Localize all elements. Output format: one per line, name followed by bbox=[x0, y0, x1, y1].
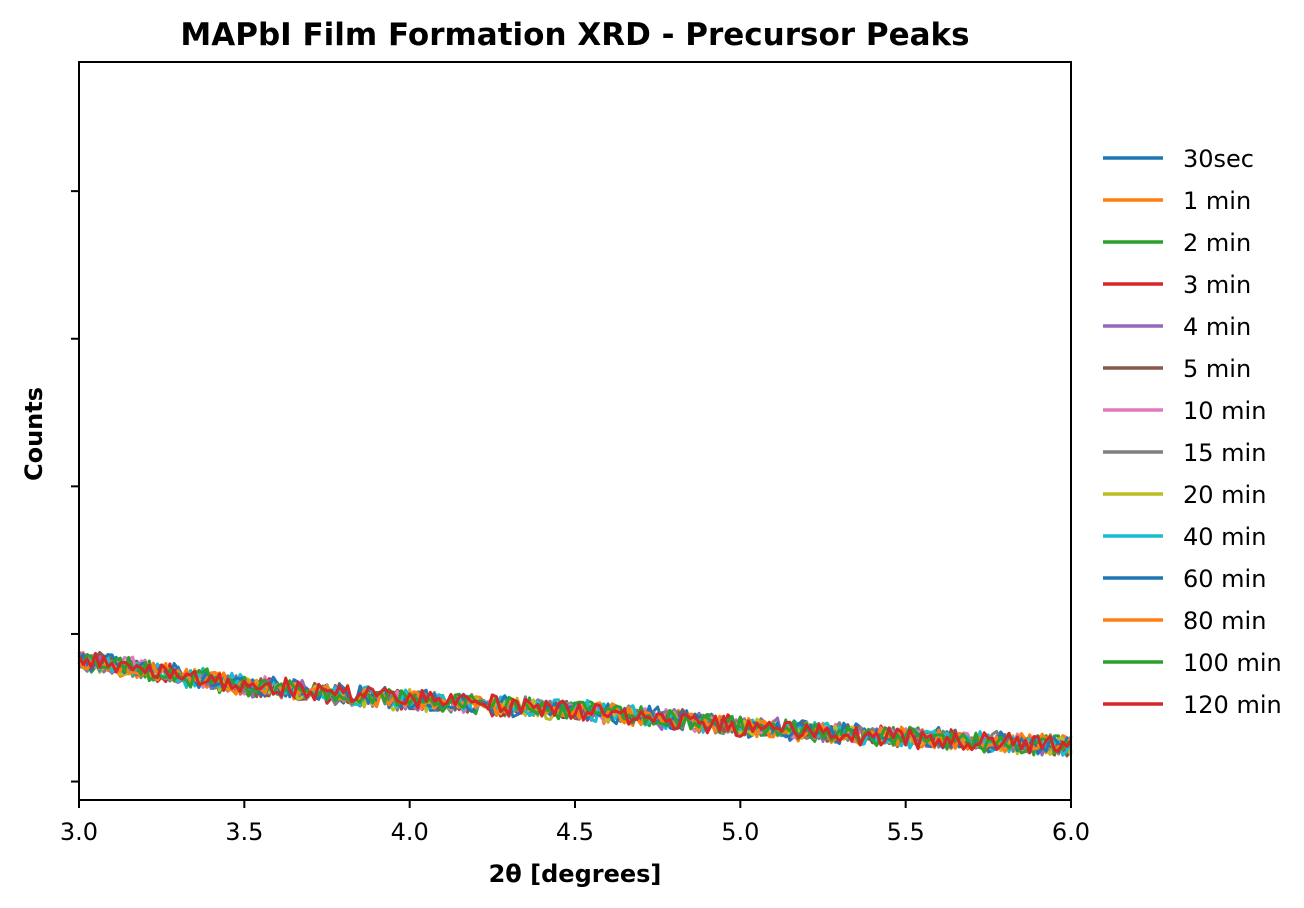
legend-item: 60 min bbox=[1103, 565, 1266, 593]
x-tick-label: 5.5 bbox=[887, 818, 925, 846]
legend-label: 10 min bbox=[1183, 397, 1266, 425]
legend-item: 120 min bbox=[1103, 691, 1282, 719]
x-axis-label: 2θ [degrees] bbox=[489, 860, 662, 888]
legend-item: 80 min bbox=[1103, 607, 1266, 635]
legend-item: 2 min bbox=[1103, 229, 1251, 257]
series-line-100-min bbox=[77, 653, 1072, 756]
legend-label: 30sec bbox=[1183, 145, 1254, 173]
legend-label: 80 min bbox=[1183, 607, 1266, 635]
y-axis-label: Counts bbox=[20, 387, 48, 481]
x-axis-ticks: 3.0 3.5 4.0 4.5 5.0 5.5 6.0 bbox=[60, 800, 1090, 846]
legend-label: 100 min bbox=[1183, 649, 1282, 677]
legend-label: 5 min bbox=[1183, 355, 1251, 383]
legend-label: 1 min bbox=[1183, 187, 1251, 215]
x-tick-label: 3.0 bbox=[60, 818, 98, 846]
legend-label: 15 min bbox=[1183, 439, 1266, 467]
legend-item: 3 min bbox=[1103, 271, 1251, 299]
x-tick-label: 3.5 bbox=[225, 818, 263, 846]
x-tick-label: 6.0 bbox=[1052, 818, 1090, 846]
x-tick-label: 4.5 bbox=[556, 818, 594, 846]
legend-label: 60 min bbox=[1183, 565, 1266, 593]
legend-label: 40 min bbox=[1183, 523, 1266, 551]
x-tick-label: 4.0 bbox=[391, 818, 429, 846]
legend-label: 20 min bbox=[1183, 481, 1266, 509]
legend-label: 2 min bbox=[1183, 229, 1251, 257]
legend-item: 30sec bbox=[1103, 145, 1254, 173]
series-layer bbox=[77, 650, 1073, 758]
legend-item: 100 min bbox=[1103, 649, 1282, 677]
x-tick-label: 5.0 bbox=[721, 818, 759, 846]
series-line-120-min bbox=[77, 652, 1073, 755]
legend-item: 40 min bbox=[1103, 523, 1266, 551]
y-axis-ticks bbox=[71, 190, 79, 783]
legend-label: 3 min bbox=[1183, 271, 1251, 299]
legend-item: 15 min bbox=[1103, 439, 1266, 467]
chart-title: MAPbI Film Formation XRD - Precursor Pea… bbox=[180, 17, 969, 53]
legend-item: 4 min bbox=[1103, 313, 1251, 341]
legend-label: 120 min bbox=[1183, 691, 1282, 719]
legend-item: 10 min bbox=[1103, 397, 1266, 425]
legend: 30sec 1 min 2 min 3 min 4 min 5 min 10 min 15 m… bbox=[1103, 145, 1282, 719]
legend-item: 5 min bbox=[1103, 355, 1251, 383]
legend-item: 20 min bbox=[1103, 481, 1266, 509]
legend-label: 4 min bbox=[1183, 313, 1251, 341]
legend-item: 1 min bbox=[1103, 187, 1251, 215]
